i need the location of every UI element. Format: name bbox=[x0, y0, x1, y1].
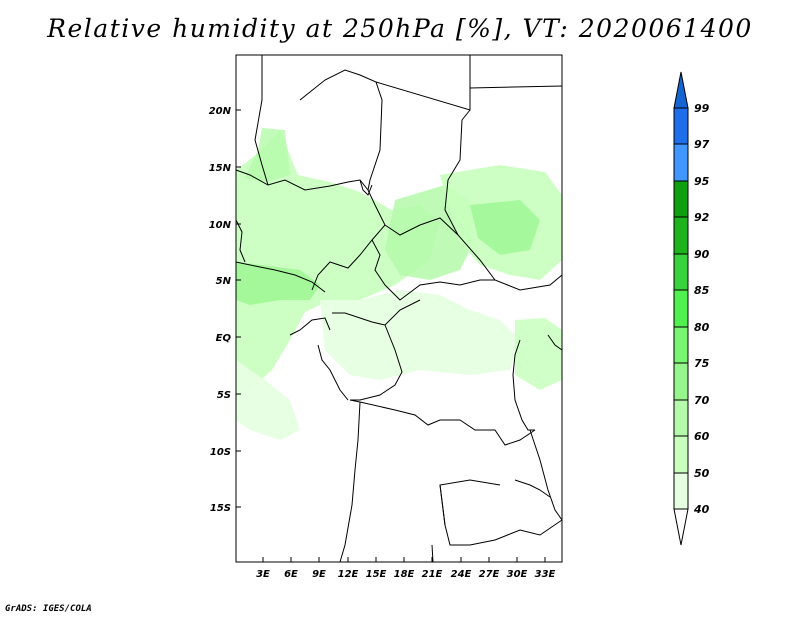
chart-title: Relative humidity at 250hPa [%], VT: 202… bbox=[47, 14, 753, 43]
lat-label-15s: 15S bbox=[210, 503, 231, 514]
humidity-patch-east-core bbox=[470, 200, 540, 255]
colorbar-swatch-97 bbox=[673, 107, 689, 145]
colorbar-label-90: 90 bbox=[694, 248, 710, 261]
lon-label-27e: 27E bbox=[479, 569, 500, 580]
lon-axis bbox=[262, 557, 546, 562]
colorbar-label-92: 92 bbox=[694, 211, 710, 224]
lon-label-3e: 3E bbox=[256, 569, 270, 580]
colorbar-swatch-60 bbox=[673, 399, 689, 437]
colorbar-swatch-70 bbox=[673, 362, 689, 401]
colorbar-swatch-95 bbox=[673, 143, 689, 182]
colorbar-swatch-75 bbox=[673, 326, 689, 364]
colorbar-swatch-50 bbox=[673, 435, 689, 474]
lat-label-5s: 5S bbox=[217, 390, 231, 401]
colorbar-label-99: 99 bbox=[694, 102, 710, 115]
humidity-field bbox=[236, 128, 562, 440]
lat-label-5n: 5N bbox=[216, 276, 232, 287]
country-borders bbox=[235, 55, 563, 563]
colorbar-swatch-92 bbox=[673, 180, 689, 218]
lon-label-9e: 9E bbox=[312, 569, 326, 580]
lon-label-21e: 21E bbox=[422, 569, 443, 580]
lon-label-33e: 33E bbox=[535, 569, 556, 580]
colorbar-label-75: 75 bbox=[694, 357, 710, 370]
grads-credit: GrADS: IGES/COLA bbox=[5, 604, 92, 614]
colorbar-label-95: 95 bbox=[694, 175, 710, 188]
colorbar-swatch-80 bbox=[673, 289, 689, 328]
lon-label-6e: 6E bbox=[284, 569, 298, 580]
lon-label-15e: 15E bbox=[366, 569, 387, 580]
colorbar-label-80: 80 bbox=[694, 321, 710, 334]
lon-label-30e: 30E bbox=[507, 569, 528, 580]
lat-label-15n: 15N bbox=[209, 163, 232, 174]
humidity-patch-congo bbox=[320, 290, 520, 380]
lat-label-10s: 10S bbox=[210, 447, 231, 458]
colorbar-label-70: 70 bbox=[694, 394, 710, 407]
colorbar-bottom-arrow bbox=[673, 508, 689, 546]
lat-label-eq: EQ bbox=[216, 333, 232, 344]
colorbar-label-50: 50 bbox=[694, 467, 710, 480]
colorbar-label-97: 97 bbox=[694, 138, 710, 151]
colorbar-label-40: 40 bbox=[693, 503, 710, 516]
lat-label-20n: 20N bbox=[209, 106, 232, 117]
humidity-patch-south bbox=[236, 360, 300, 440]
lat-label-10n: 10N bbox=[209, 220, 232, 231]
colorbar-label-85: 85 bbox=[694, 284, 710, 297]
colorbar-label-60: 60 bbox=[694, 430, 710, 443]
lon-label-12e: 12E bbox=[338, 569, 359, 580]
humidity-patch-lakes bbox=[515, 318, 562, 390]
map-frame bbox=[235, 54, 563, 563]
colorbar-swatch-85 bbox=[673, 253, 689, 291]
lon-label-24e: 24E bbox=[451, 569, 472, 580]
humidity-patch-north bbox=[245, 128, 290, 182]
colorbar bbox=[673, 71, 689, 546]
lon-label-18e: 18E bbox=[394, 569, 415, 580]
colorbar-swatch-90 bbox=[673, 216, 689, 255]
humidity-patch-coast bbox=[236, 262, 320, 305]
lat-axis bbox=[236, 109, 241, 508]
colorbar-top-arrow bbox=[673, 71, 689, 109]
colorbar-swatch-40 bbox=[673, 472, 689, 510]
